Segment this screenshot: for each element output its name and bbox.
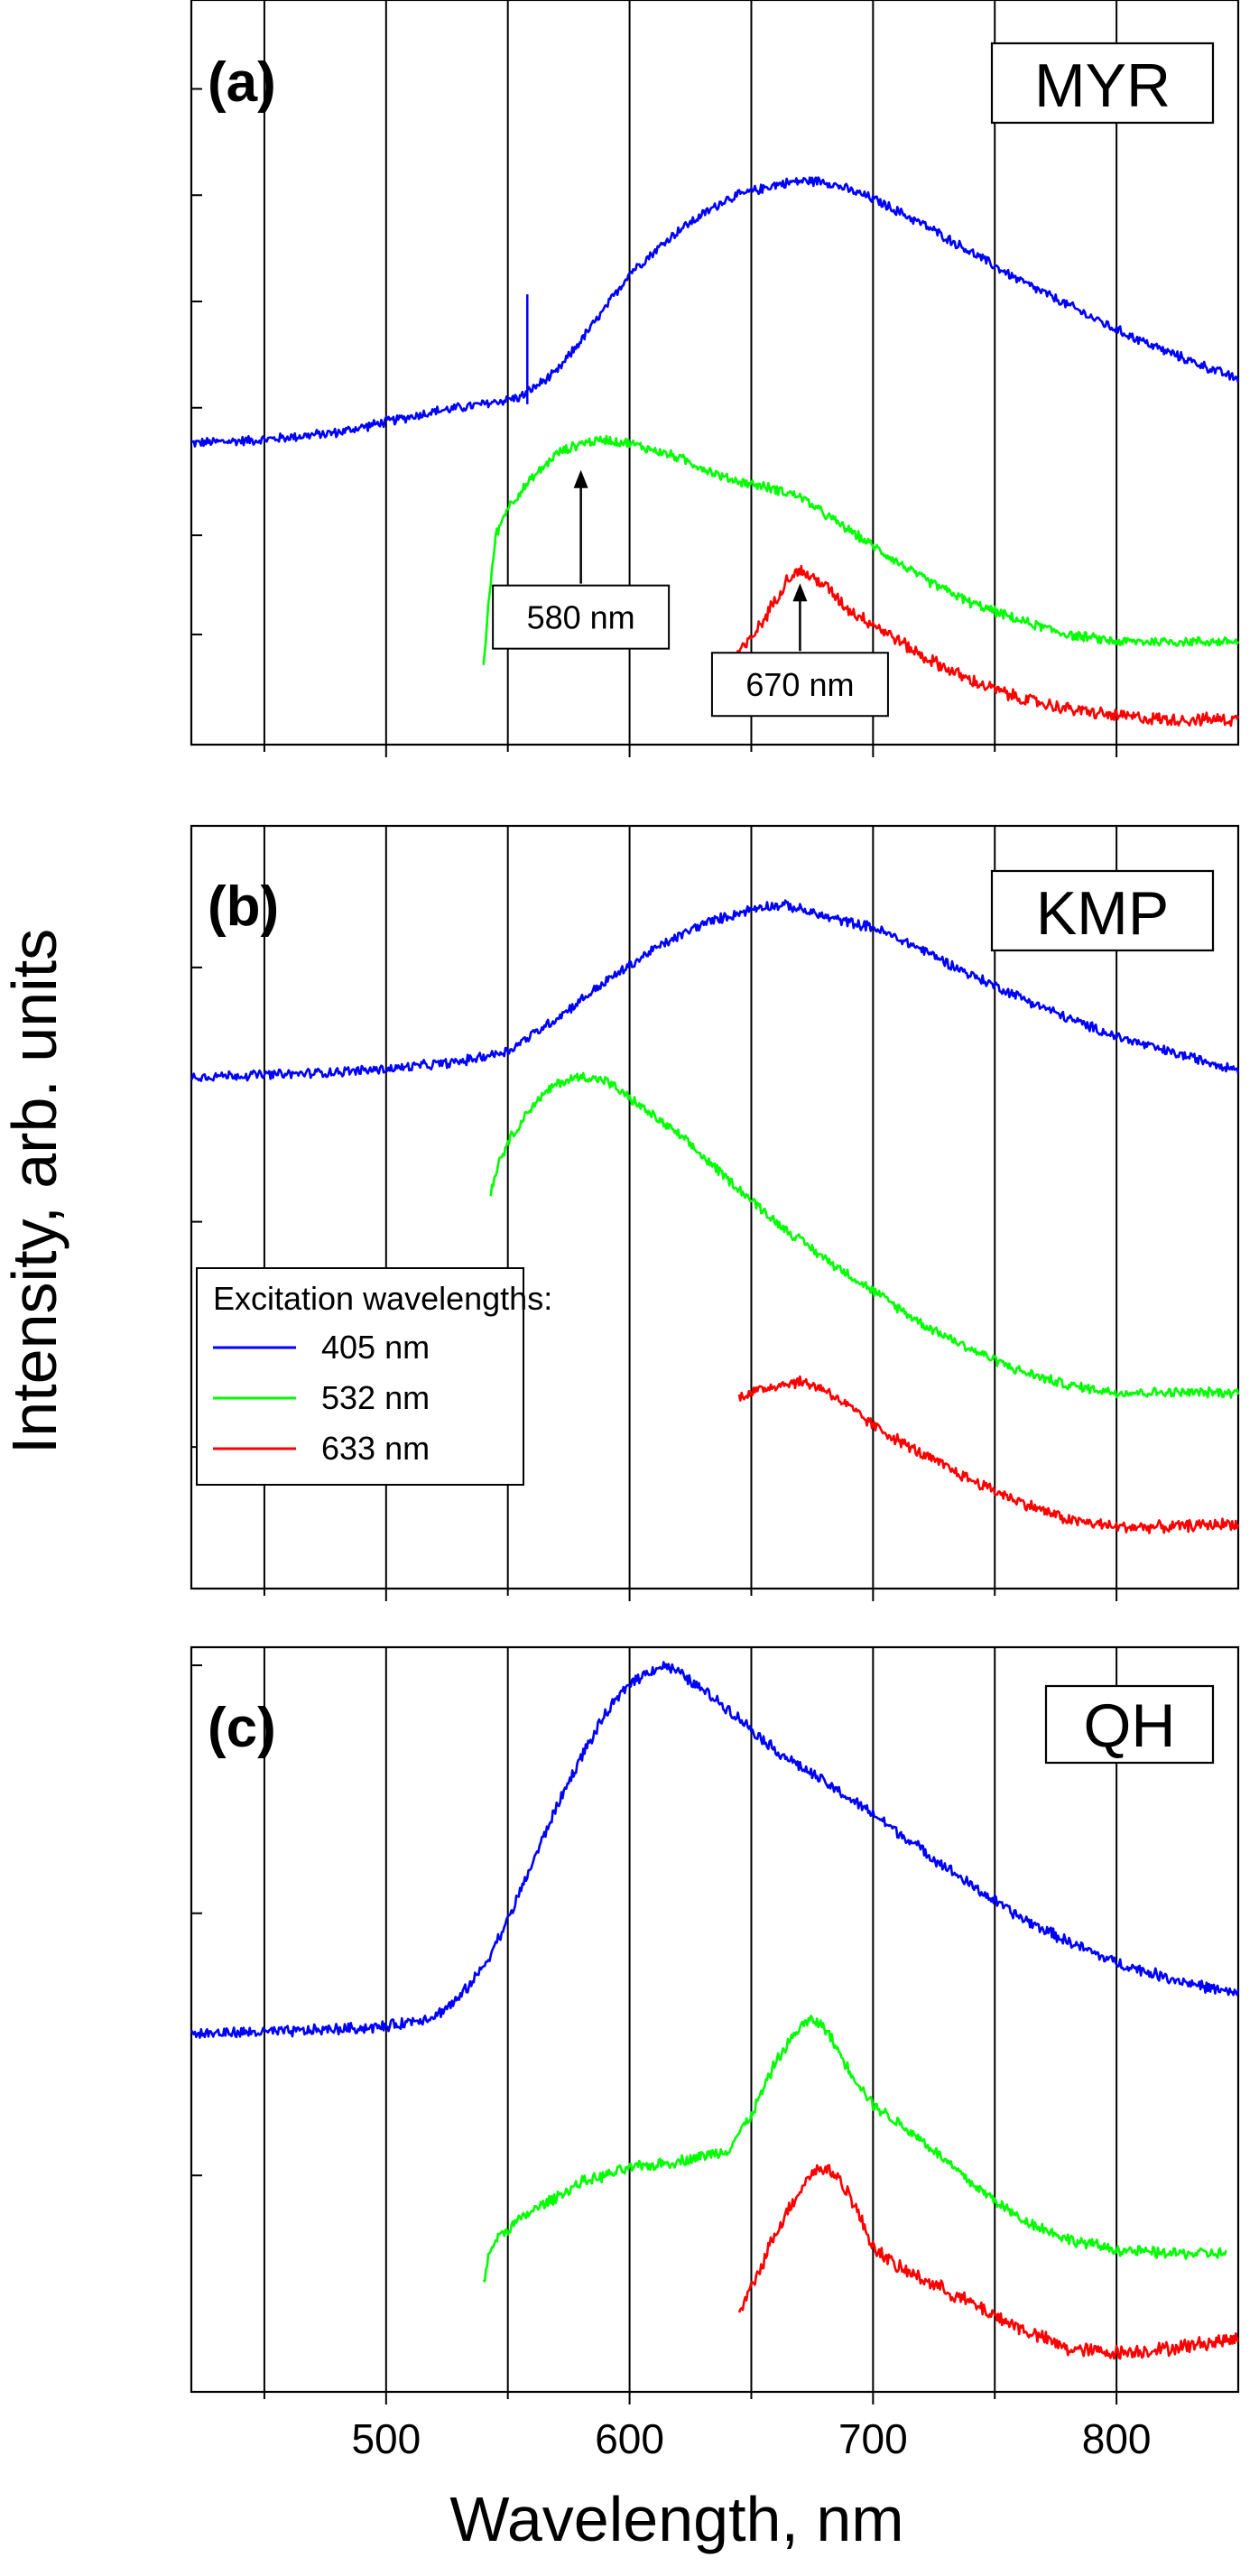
sample-label-box — [990, 42, 1215, 125]
panel-letter: (b) — [208, 876, 279, 938]
panel-kmp: (b) KMP Excitation wavelengths: 405 nm 532 n… — [190, 824, 1240, 1601]
panel-letter: (c) — [208, 1697, 276, 1759]
panel-letter: (a) — [208, 51, 276, 114]
legend-entry: 633 nm — [321, 1430, 430, 1467]
series-line-633-nm — [733, 564, 1240, 727]
x-tick-label: 500 — [351, 2415, 421, 2462]
panel-qh: (c) QH 500 600 700 800 — [190, 1645, 1240, 2462]
annotation-label: 580 nm — [527, 599, 635, 636]
series-line-405-nm — [190, 899, 1240, 1082]
legend-title: Excitation wavelengths: — [213, 1280, 552, 1317]
x-tick-label: 800 — [1082, 2415, 1152, 2462]
series-line-532-nm — [489, 1071, 1240, 1399]
legend-box — [196, 1267, 524, 1486]
annotation-box — [710, 652, 889, 718]
annotation-box — [492, 584, 671, 650]
sample-label-box — [990, 869, 1215, 952]
axis-frame — [190, 824, 1240, 1590]
sample-label-box — [1044, 1684, 1215, 1765]
x-axis-title: Wavelength, nm — [449, 2484, 903, 2554]
series-line-405-nm — [190, 176, 1240, 448]
sample-label: MYR — [1034, 51, 1171, 120]
arrow-head — [573, 469, 588, 488]
sample-label: QH — [1084, 1691, 1176, 1760]
annotation-label: 670 nm — [745, 666, 854, 703]
x-tick-label: 700 — [838, 2415, 908, 2462]
legend-entry: 405 nm — [321, 1329, 430, 1366]
y-axis-title: Intensity, arb. units — [0, 929, 69, 1454]
series-line-405-nm — [190, 1661, 1240, 2039]
arrow-head — [792, 583, 808, 602]
series-line-532-nm — [482, 2015, 1227, 2283]
x-tick-label: 600 — [595, 2415, 664, 2462]
legend-entry: 532 nm — [321, 1379, 430, 1416]
axis-frame — [190, 0, 1240, 746]
panel-myr: (a) MYR 580 nm 670 nm — [190, 0, 1240, 757]
series-line-532-nm — [482, 434, 1240, 665]
series-line-633-nm — [737, 2164, 1240, 2360]
sample-label: KMP — [1036, 879, 1169, 948]
axis-frame — [190, 1645, 1240, 2394]
series-line-633-nm — [737, 1375, 1240, 1534]
